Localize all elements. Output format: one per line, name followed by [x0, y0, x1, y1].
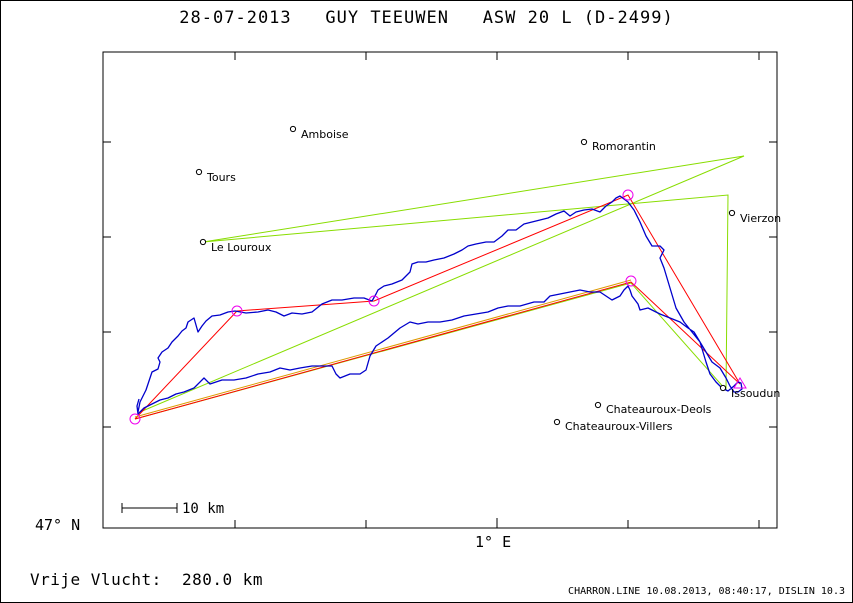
town-chateauroux-villers[interactable]: Chateauroux-Villers	[553, 418, 673, 433]
distance-label: Vrije Vlucht:	[30, 570, 162, 589]
glider-name: ASW 20 L (D-2499)	[482, 8, 674, 28]
town-le-louroux[interactable]: Le Louroux	[199, 238, 272, 254]
town-label: Chateauroux-Deols	[606, 403, 712, 416]
flight-date: 28-07-2013	[179, 8, 292, 28]
flight-track	[136, 195, 743, 415]
pilot-name: GUY TEEUWEN	[325, 8, 449, 28]
optimized-task-lines	[134, 194, 741, 420]
town-label: Tours	[206, 171, 236, 184]
town-label: Romorantin	[592, 140, 656, 153]
latitude-label: 47° N	[35, 516, 80, 534]
scale-bar: 10 km	[121, 501, 224, 517]
town-label: Le Louroux	[211, 241, 272, 254]
axis-ticks	[103, 52, 777, 528]
town-amboise[interactable]: Amboise	[289, 125, 349, 141]
flight-title: 28-07-2013 GUY TEEUWEN ASW 20 L (D-2499)	[0, 8, 853, 28]
turnpoint-1[interactable]	[231, 305, 243, 317]
footer-info: CHARRON.LINE 10.08.2013, 08:40:17, DISLI…	[568, 586, 845, 597]
town-romorantin[interactable]: Romorantin	[580, 138, 656, 153]
town-tours[interactable]: Tours	[195, 168, 236, 184]
turnpoint-3[interactable]	[622, 189, 634, 201]
turnpoint-markers	[129, 189, 747, 425]
scale-bar-label: 10 km	[182, 501, 224, 517]
turnpoint-start[interactable]	[129, 413, 141, 425]
town-issoudun[interactable]: Issoudun	[719, 384, 780, 400]
town-label: Vierzon	[740, 212, 781, 225]
town-chateauroux-deols[interactable]: Chateauroux-Deols	[594, 401, 712, 416]
turnpoint-finish[interactable]	[733, 377, 747, 389]
distance-value: 280.0 km	[182, 570, 264, 589]
town-label: Chateauroux-Villers	[565, 420, 673, 433]
town-label: Amboise	[301, 128, 349, 141]
distance-summary: Vrije Vlucht: 280.0 km	[30, 570, 263, 589]
task-leg-overlap	[134, 279, 632, 418]
town-vierzon[interactable]: Vierzon	[728, 209, 781, 225]
town-markers: Amboise Romorantin Tours Vierzon Le Lour…	[195, 125, 781, 433]
longitude-label: 1° E	[475, 533, 511, 551]
plot-area-border	[102, 51, 778, 529]
turnpoint-2[interactable]	[368, 295, 380, 307]
turnpoint-4[interactable]	[625, 275, 637, 287]
town-label: Issoudun	[731, 387, 780, 400]
